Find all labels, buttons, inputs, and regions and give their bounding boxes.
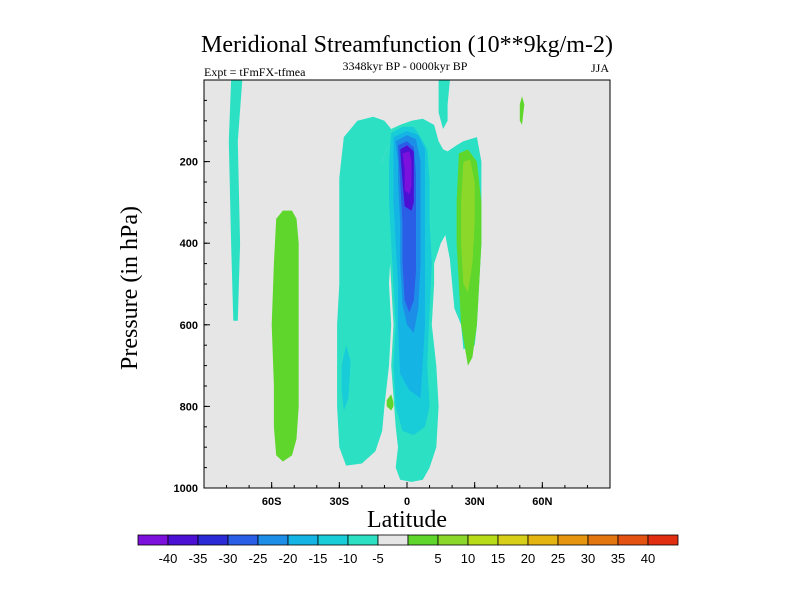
contour-region-level-neg10 bbox=[228, 80, 243, 321]
colorbar-bin bbox=[347, 534, 379, 546]
colorbar-label: -40 bbox=[159, 551, 178, 566]
colorbar: -40 -35 -30 -25 -20 -15 -10 -5 5 10 15 20 25 30 35 40 bbox=[137, 534, 679, 566]
contour-region-level-neg40 bbox=[402, 151, 412, 195]
colorbar-bin bbox=[557, 534, 589, 546]
colorbar-bin bbox=[587, 534, 619, 546]
colorbar-bin bbox=[467, 534, 499, 546]
chart-title: Meridional Streamfunction (10**9kg/m-2) bbox=[201, 32, 613, 58]
plot-area: 60S 30S 0 30N 60N 200 400 600 800 1000 bbox=[174, 79, 611, 508]
colorbar-bin bbox=[137, 534, 169, 546]
colorbar-label: 35 bbox=[611, 551, 625, 566]
colorbar-label: -30 bbox=[219, 551, 238, 566]
colorbar-bin bbox=[167, 534, 199, 546]
contour-region-level-neg10 bbox=[373, 217, 380, 223]
x-tick-label: 30N bbox=[465, 496, 485, 508]
colorbar-label: -15 bbox=[309, 551, 328, 566]
colorbar-bin bbox=[527, 534, 559, 546]
colorbar-bin bbox=[497, 534, 529, 546]
colorbar-bin bbox=[647, 534, 679, 546]
colorbar-label: 20 bbox=[521, 551, 535, 566]
x-axis-label: Latitude bbox=[367, 507, 447, 533]
contour-region-level-neg10 bbox=[337, 116, 394, 466]
y-tick-label: 600 bbox=[180, 320, 198, 332]
contour-region-level-neg10 bbox=[438, 80, 450, 129]
colorbar-label: 25 bbox=[551, 551, 565, 566]
colorbar-bin bbox=[617, 534, 649, 546]
colorbar-bin bbox=[257, 534, 289, 546]
contour-region-level-neg15 bbox=[341, 345, 351, 411]
y-tick-label: 1000 bbox=[174, 483, 198, 495]
contour-region-level-5 bbox=[271, 210, 299, 462]
period-subtitle: 3348kyr BP - 0000kyr BP bbox=[343, 59, 468, 73]
x-tick-label: 60S bbox=[262, 496, 282, 508]
y-tick-label: 800 bbox=[180, 401, 198, 413]
colorbar-bin bbox=[317, 534, 349, 546]
colorbar-bin bbox=[437, 534, 469, 546]
colorbar-label: -5 bbox=[372, 551, 384, 566]
colorbar-label: 5 bbox=[434, 551, 441, 566]
season-label: JJA bbox=[591, 61, 609, 75]
colorbar-label: 30 bbox=[581, 551, 595, 566]
colorbar-bin bbox=[227, 534, 259, 546]
colorbar-label: -10 bbox=[339, 551, 358, 566]
colorbar-label: 40 bbox=[641, 551, 655, 566]
x-tick-label: 60N bbox=[532, 496, 552, 508]
colorbar-bin bbox=[287, 534, 319, 546]
contour-region-level-5 bbox=[519, 96, 525, 125]
contour-regions bbox=[228, 80, 525, 482]
colorbar-label: -35 bbox=[189, 551, 208, 566]
experiment-label: Expt = tFmFX-tfmea bbox=[204, 65, 306, 79]
colorbar-label: 10 bbox=[461, 551, 475, 566]
contour-region-level-10 bbox=[461, 159, 475, 293]
axis-ticks: 60S 30S 0 30N 60N 200 400 600 800 1000 bbox=[174, 99, 588, 508]
colorbar-label: -20 bbox=[279, 551, 298, 566]
colorbar-label: -25 bbox=[249, 551, 268, 566]
x-tick-label: 0 bbox=[404, 496, 410, 508]
colorbar-label: 15 bbox=[491, 551, 505, 566]
x-tick-label: 30S bbox=[330, 496, 350, 508]
y-axis-label: Pressure (in hPa) bbox=[117, 206, 143, 370]
colorbar-bin bbox=[197, 534, 229, 546]
colorbar-bin bbox=[377, 534, 409, 546]
y-tick-label: 200 bbox=[180, 157, 198, 169]
colorbar-bin bbox=[407, 534, 439, 546]
contour-region-level-5 bbox=[386, 394, 394, 411]
y-tick-label: 400 bbox=[180, 238, 198, 250]
